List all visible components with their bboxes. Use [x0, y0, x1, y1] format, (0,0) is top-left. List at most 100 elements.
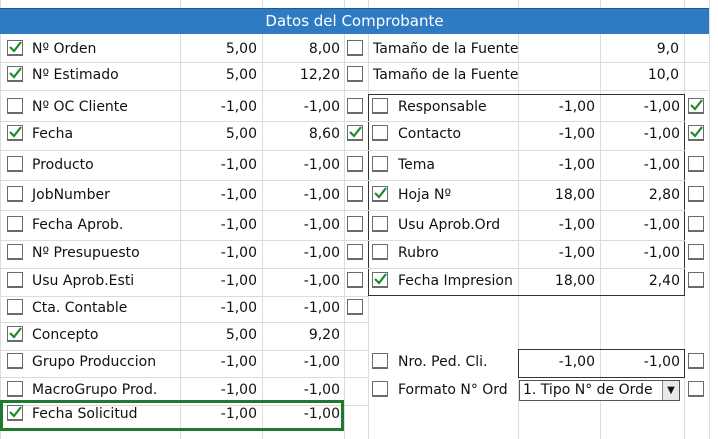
right-end-checkbox[interactable]: [688, 98, 704, 114]
grid-line: [0, 180, 368, 181]
row-value-2: -1,00: [303, 217, 340, 233]
row-checkbox[interactable]: [7, 353, 23, 369]
font-size-value[interactable]: 10,0: [647, 67, 679, 83]
column-checkbox[interactable]: [347, 125, 363, 141]
row-checkbox[interactable]: [7, 299, 23, 315]
row-checkbox[interactable]: [7, 405, 23, 421]
right-end-checkbox[interactable]: [688, 244, 704, 260]
right-row-value-1: -1,00: [558, 157, 595, 173]
right-row-value-1: -1,00: [558, 99, 595, 115]
column-checkbox[interactable]: [347, 186, 363, 202]
right-row-checkbox[interactable]: [372, 353, 388, 369]
right-row-value-1: -1,00: [558, 245, 595, 261]
right-row-checkbox[interactable]: [372, 125, 388, 141]
column-checkbox[interactable]: [347, 156, 363, 172]
column-checkbox[interactable]: [347, 40, 363, 56]
right-row-value-1: -1,00: [558, 126, 595, 142]
row-value-2: -1,00: [303, 245, 340, 261]
row-checkbox[interactable]: [7, 381, 23, 397]
row-value-2: 8,60: [308, 126, 340, 142]
right-end-checkbox[interactable]: [688, 353, 704, 369]
checkmark-icon: [690, 99, 703, 111]
row-checkbox[interactable]: [7, 98, 23, 114]
row-checkbox[interactable]: [7, 156, 23, 172]
row-value-2: -1,00: [303, 99, 340, 115]
checkmark-icon: [374, 273, 387, 285]
right-row-checkbox[interactable]: [372, 244, 388, 260]
row-value-2: -1,00: [303, 273, 340, 289]
column-checkbox[interactable]: [347, 98, 363, 114]
row-checkbox[interactable]: [7, 125, 23, 141]
formato-checkbox[interactable]: [372, 381, 388, 397]
right-row-value-2: -1,00: [643, 245, 680, 261]
row-checkbox[interactable]: [7, 272, 23, 288]
checkmark-icon: [9, 67, 22, 79]
column-checkbox[interactable]: [347, 272, 363, 288]
right-row-checkbox[interactable]: [372, 216, 388, 232]
font-size-label: Tamaño de la Fuente: [373, 41, 519, 57]
grid-line: [180, 0, 181, 439]
right-end-checkbox[interactable]: [688, 125, 704, 141]
right-block-border: [368, 94, 685, 296]
checkmark-icon: [349, 126, 362, 138]
row-label: Fecha Aprob.: [32, 217, 124, 233]
right-row-value-2: -1,00: [643, 126, 680, 142]
row-value-1: -1,00: [220, 300, 257, 316]
row-value-1: -1,00: [220, 354, 257, 370]
right-row-checkbox[interactable]: [372, 98, 388, 114]
grid-line: [0, 90, 368, 91]
font-size-label: Tamaño de la Fuente: [373, 67, 519, 83]
grid-line: [368, 62, 709, 63]
chevron-down-icon[interactable]: ▼: [662, 381, 679, 400]
right-row-checkbox[interactable]: [372, 156, 388, 172]
row-value-2: -1,00: [303, 406, 340, 422]
right-row-label: Tema: [398, 157, 436, 173]
right-row-value-2: -1,00: [643, 99, 680, 115]
formato-end-checkbox[interactable]: [688, 381, 704, 397]
row-checkbox[interactable]: [7, 186, 23, 202]
row-label: Producto: [32, 157, 94, 173]
row-checkbox[interactable]: [7, 40, 23, 56]
grid-line: [368, 210, 685, 211]
row-value-1: -1,00: [220, 406, 257, 422]
row-value-2: -1,00: [303, 187, 340, 203]
grid-line: [368, 150, 685, 151]
grid-line: [0, 62, 368, 63]
column-checkbox[interactable]: [347, 299, 363, 315]
column-checkbox[interactable]: [347, 244, 363, 260]
right-row-label: Nro. Ped. Cli.: [398, 354, 488, 370]
formato-label: Formato N° Ord: [398, 382, 508, 398]
right-end-checkbox[interactable]: [688, 272, 704, 288]
row-value-2: -1,00: [303, 157, 340, 173]
right-row-checkbox[interactable]: [372, 272, 388, 288]
row-label: Nº Orden: [32, 41, 97, 57]
right-row-checkbox[interactable]: [372, 186, 388, 202]
row-checkbox[interactable]: [7, 66, 23, 82]
row-label: Fecha: [32, 126, 74, 142]
formato-select[interactable]: 1. Tipo N° de Orde ▼: [519, 380, 680, 401]
checkmark-icon: [9, 327, 22, 339]
right-end-checkbox[interactable]: [688, 186, 704, 202]
row-checkbox[interactable]: [7, 216, 23, 232]
row-label: Cta. Contable: [32, 300, 128, 316]
grid-line: [0, 240, 368, 241]
right-end-checkbox[interactable]: [688, 156, 704, 172]
grid-line: [600, 0, 601, 439]
row-value-1: -1,00: [220, 273, 257, 289]
row-checkbox[interactable]: [7, 326, 23, 342]
row-label: MacroGrupo Prod.: [32, 382, 158, 398]
grid-line: [0, 322, 368, 323]
row-label: Concepto: [32, 327, 99, 343]
row-label: JobNumber: [32, 187, 110, 203]
column-checkbox[interactable]: [347, 66, 363, 82]
row-value-1: -1,00: [220, 245, 257, 261]
column-checkbox[interactable]: [347, 216, 363, 232]
row-checkbox[interactable]: [7, 244, 23, 260]
grid-line: [518, 0, 519, 439]
font-size-value[interactable]: 9,0: [656, 41, 679, 57]
right-row-value-2: -1,00: [643, 354, 680, 370]
right-row-label: Hoja Nº: [398, 187, 452, 203]
checkmark-icon: [374, 187, 387, 199]
right-end-checkbox[interactable]: [688, 216, 704, 232]
right-row-label: Contacto: [398, 126, 462, 142]
